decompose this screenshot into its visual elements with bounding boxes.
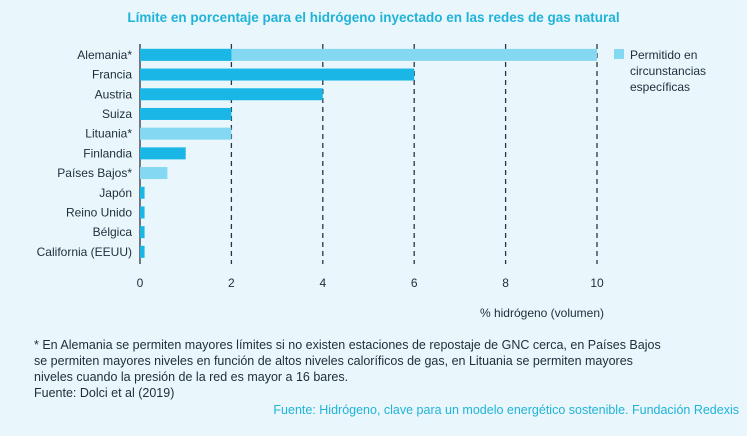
bar-limit [140, 206, 145, 219]
category-label: Austria [95, 87, 133, 101]
bar-limit [140, 245, 145, 258]
bar-permitted [140, 48, 597, 61]
footnote-line: * En Alemania se permiten mayores límite… [34, 338, 661, 352]
legend-swatch [614, 49, 624, 59]
bar-limit [140, 68, 415, 81]
x-tick-label: 4 [319, 276, 326, 290]
bar-limit [140, 147, 186, 160]
footnote-line: niveles cuando la presión de la red es m… [34, 370, 349, 384]
chart-title: Límite en porcentaje para el hidrógeno i… [127, 10, 620, 25]
x-tick-label: 6 [411, 276, 418, 290]
bar-limit [140, 107, 232, 120]
source-credit: Fuente: Hidrógeno, clave para un modelo … [273, 403, 739, 417]
x-tick-label: 0 [137, 276, 144, 290]
bar-limit [140, 186, 145, 199]
category-label: Francia [92, 68, 132, 82]
category-label: Finlandia [83, 146, 132, 160]
category-label: Reino Unido [66, 205, 132, 219]
bar-limit [140, 88, 323, 101]
x-tick-label: 2 [228, 276, 235, 290]
category-label: Japón [99, 186, 132, 200]
bar-limit [140, 226, 145, 239]
category-label: Países Bajos* [57, 166, 132, 180]
legend-label: Permitido en circunstancias específicas [630, 48, 706, 94]
x-axis-title: % hidrógeno (volumen) [480, 306, 604, 320]
bar-permitted [140, 127, 232, 140]
category-label: Lituania* [85, 127, 132, 141]
x-tick-label: 10 [590, 276, 604, 290]
x-tick-label: 8 [502, 276, 509, 290]
category-label: Alemania* [77, 48, 132, 62]
footnotes: * En Alemania se permiten mayores límite… [34, 337, 734, 401]
footnote-line: se permiten mayores niveles en función d… [34, 354, 633, 368]
bar-permitted [140, 167, 168, 180]
category-label: California (EEUU) [37, 245, 132, 259]
footnote-reference: Fuente: Dolci et al (2019) [34, 386, 175, 400]
category-label: Suiza [102, 107, 132, 121]
category-label: Bélgica [93, 225, 133, 239]
bar-limit [140, 48, 232, 61]
bar-chart: 0 2 4 6 8 10 Alemania* Francia Austria Suiza Litua… [37, 44, 706, 320]
